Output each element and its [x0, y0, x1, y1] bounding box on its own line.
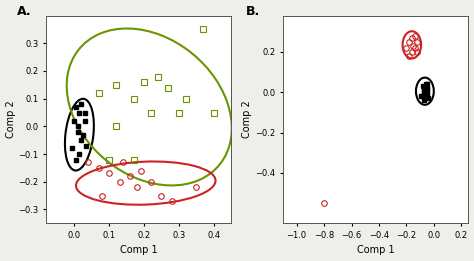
Y-axis label: Comp 2: Comp 2: [6, 100, 16, 138]
X-axis label: Comp 1: Comp 1: [120, 245, 157, 256]
Y-axis label: Comp 2: Comp 2: [242, 100, 253, 138]
Text: A.: A.: [17, 5, 31, 18]
X-axis label: Comp 1: Comp 1: [357, 245, 394, 256]
Text: B.: B.: [246, 5, 260, 18]
